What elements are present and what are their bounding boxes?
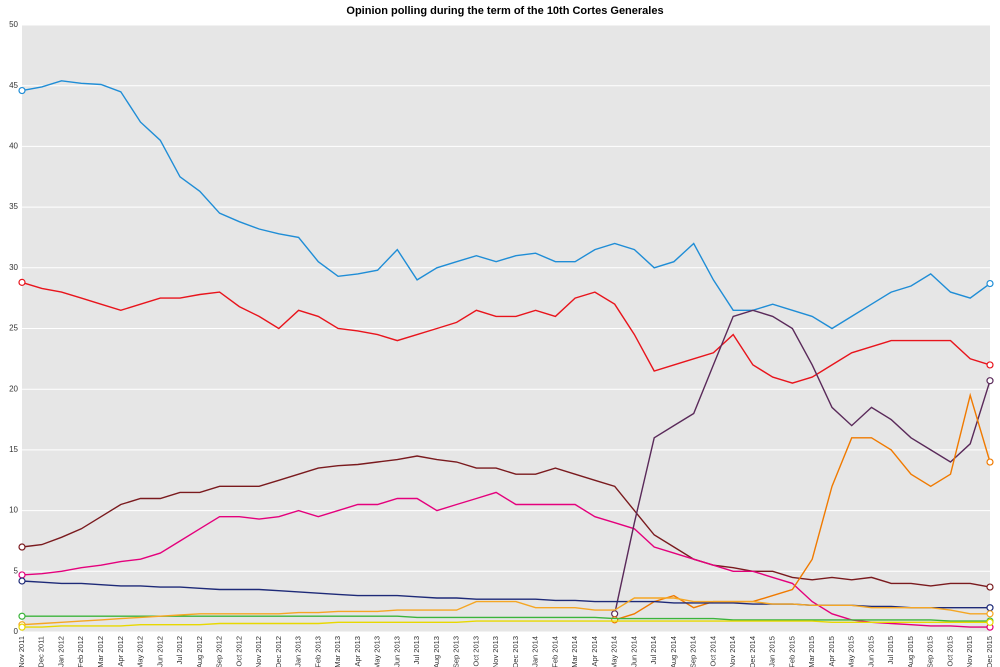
x-tick-label: Aug 2014 — [669, 636, 678, 667]
x-tick-label: Nov 2012 — [254, 636, 263, 667]
x-tick-label: Oct 2013 — [471, 636, 480, 666]
x-tick-label: Feb 2015 — [787, 636, 796, 667]
chart-title: Opinion polling during the term of the 1… — [346, 5, 663, 17]
series-line — [22, 620, 990, 628]
series-line — [614, 392, 991, 621]
x-tick-label: Apr 2012 — [116, 636, 125, 666]
end-marker — [986, 618, 994, 626]
x-tick-label: Sep 2012 — [215, 636, 224, 667]
series-line — [21, 491, 990, 628]
x-tick-label: Jul 2012 — [175, 636, 184, 664]
x-tick-label: Oct 2012 — [234, 636, 243, 666]
x-tick-label: Oct 2014 — [708, 636, 717, 666]
x-tick-label: May 2014 — [610, 636, 619, 667]
y-tick-label: 20 — [9, 384, 18, 393]
x-tick-label: Mar 2013 — [333, 636, 342, 667]
series-line — [21, 281, 991, 384]
end-marker — [986, 279, 994, 288]
x-tick-label: Dec 2015 — [985, 636, 994, 667]
x-tick-label: Feb 2014 — [550, 636, 559, 667]
end-marker — [18, 577, 26, 585]
end-marker — [611, 610, 619, 618]
y-tick-label: 0 — [14, 627, 19, 636]
x-tick-label: Sep 2014 — [689, 636, 698, 667]
x-tick-label: Sep 2013 — [452, 636, 461, 667]
x-tick-label: Dec 2011 — [37, 636, 46, 667]
end-marker — [986, 604, 994, 612]
x-tick-label: Nov 2014 — [728, 636, 737, 667]
x-tick-label: May 2012 — [136, 636, 145, 667]
y-tick-label: 50 — [9, 20, 18, 29]
end-marker — [18, 86, 26, 95]
x-tick-label: Jun 2015 — [866, 636, 875, 667]
x-tick-label: Sep 2015 — [926, 636, 935, 667]
x-tick-label: Jun 2012 — [155, 636, 164, 667]
end-marker — [18, 543, 26, 551]
x-tick-label: Dec 2012 — [274, 636, 283, 667]
end-marker — [986, 583, 994, 591]
x-tick-label: Aug 2012 — [195, 636, 204, 667]
end-marker — [986, 458, 994, 466]
y-tick-label: 35 — [9, 202, 18, 211]
x-tick-label: Apr 2013 — [353, 636, 362, 666]
x-tick-label: Jan 2014 — [531, 636, 540, 667]
x-tick-label: Jun 2014 — [629, 636, 638, 667]
series-line — [614, 309, 991, 614]
y-tick-label: 5 — [14, 566, 19, 575]
x-tick-label: Jul 2013 — [412, 636, 421, 664]
y-tick-label: 10 — [9, 506, 18, 515]
x-tick-label: Mar 2012 — [96, 636, 105, 667]
x-tick-label: Feb 2013 — [313, 636, 322, 667]
series-line — [21, 80, 991, 330]
x-tick-label: Mar 2014 — [570, 636, 579, 667]
x-tick-label: Feb 2012 — [76, 636, 85, 667]
series-line — [21, 455, 991, 588]
x-tick-label: May 2013 — [373, 636, 382, 667]
x-tick-label: Apr 2015 — [827, 636, 836, 666]
end-marker — [986, 610, 994, 618]
x-tick-label: May 2015 — [847, 636, 856, 667]
end-marker — [18, 571, 26, 579]
y-tick-label: 15 — [9, 445, 18, 454]
end-marker — [611, 616, 619, 624]
series-line — [21, 597, 990, 626]
end-marker — [18, 612, 26, 620]
x-tick-label: Jul 2015 — [886, 636, 895, 664]
x-tick-label: Aug 2013 — [432, 636, 441, 667]
x-tick-label: Dec 2013 — [511, 636, 520, 667]
x-tick-label: Mar 2015 — [807, 636, 816, 667]
x-tick-label: Nov 2011 — [17, 636, 26, 667]
x-tick-label: Oct 2015 — [945, 636, 954, 666]
y-tick-label: 30 — [9, 263, 18, 272]
end-marker — [986, 377, 994, 385]
y-tick-label: 25 — [9, 324, 18, 333]
end-marker — [18, 623, 26, 631]
x-tick-label: Dec 2014 — [748, 636, 757, 667]
x-tick-label: Jan 2012 — [56, 636, 65, 667]
x-tick-label: Jan 2015 — [768, 636, 777, 667]
series-line — [22, 615, 990, 622]
end-marker — [18, 278, 26, 286]
x-tick-label: Apr 2014 — [590, 636, 599, 666]
x-tick-label: Jul 2014 — [649, 636, 658, 664]
x-tick-label: Aug 2015 — [906, 636, 915, 667]
x-tick-label: Jan 2013 — [294, 636, 303, 667]
x-tick-label: Nov 2015 — [965, 636, 974, 667]
end-marker — [986, 361, 994, 369]
x-tick-label: Nov 2013 — [491, 636, 500, 667]
y-tick-label: 40 — [9, 142, 18, 151]
x-tick-label: Jun 2013 — [392, 636, 401, 667]
y-tick-label: 45 — [9, 81, 18, 90]
